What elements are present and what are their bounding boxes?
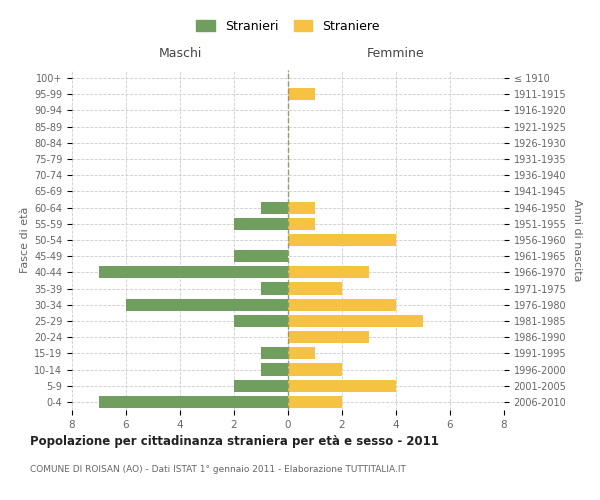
Bar (261, 282, 288, 294)
Bar (99, 396, 288, 408)
Bar (288, 380, 396, 392)
Text: COMUNE DI ROISAN (AO) - Dati ISTAT 1° gennaio 2011 - Elaborazione TUTTITALIA.IT: COMUNE DI ROISAN (AO) - Dati ISTAT 1° ge… (30, 465, 406, 474)
Bar (288, 234, 396, 246)
Bar (234, 315, 288, 327)
Bar (288, 298, 396, 311)
Legend: Stranieri, Straniere: Stranieri, Straniere (193, 16, 383, 37)
Bar (234, 380, 288, 392)
Bar (288, 364, 342, 376)
Bar (234, 250, 288, 262)
Bar (288, 202, 315, 213)
Bar (261, 202, 288, 213)
Text: Maschi: Maschi (158, 48, 202, 60)
Bar (288, 218, 315, 230)
Y-axis label: Anni di nascita: Anni di nascita (572, 198, 582, 281)
Bar (288, 315, 423, 327)
Bar (288, 331, 369, 343)
Bar (261, 364, 288, 376)
Bar (99, 266, 288, 278)
Bar (288, 348, 315, 360)
Text: Popolazione per cittadinanza straniera per età e sesso - 2011: Popolazione per cittadinanza straniera p… (30, 435, 439, 448)
Bar (288, 266, 369, 278)
Bar (234, 218, 288, 230)
Bar (288, 282, 342, 294)
Bar (288, 396, 342, 408)
Text: Femmine: Femmine (367, 48, 425, 60)
Y-axis label: Fasce di età: Fasce di età (20, 207, 30, 273)
Bar (126, 298, 288, 311)
Bar (261, 348, 288, 360)
Bar (288, 88, 315, 101)
